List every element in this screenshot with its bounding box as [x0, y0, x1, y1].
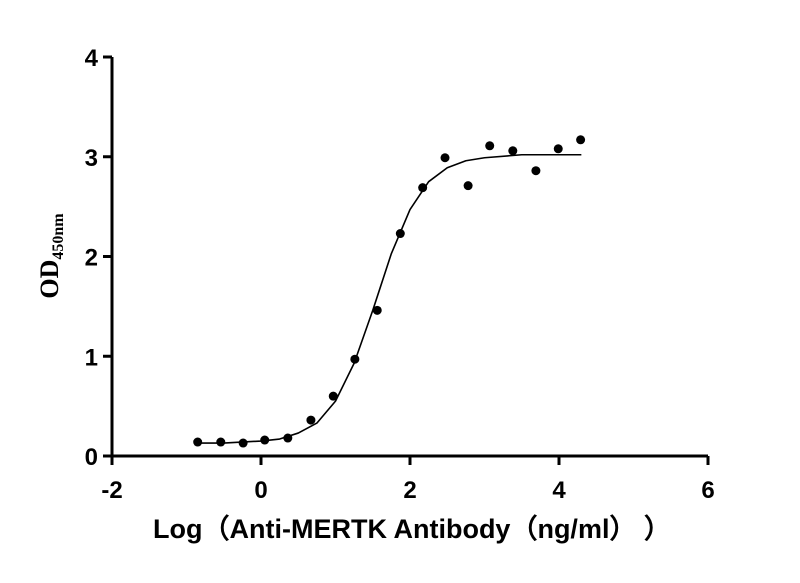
data-point [508, 146, 518, 156]
data-point [440, 153, 450, 163]
x-tick-label: 2 [403, 477, 416, 504]
x-tick-label: -2 [101, 477, 122, 504]
data-point [485, 141, 495, 151]
y-tick-label: 4 [85, 45, 99, 72]
data-point [576, 135, 586, 145]
x-tick-label: 6 [701, 477, 714, 504]
y-tick-label: 3 [85, 145, 98, 172]
y-axis-label-sub: 450nm [50, 213, 67, 260]
x-axis-label: Log（Anti-MERTK Antibody（ng/ml） ） [153, 514, 671, 544]
data-point [216, 437, 226, 447]
data-point [328, 391, 338, 401]
y-axis-label: OD450nm [35, 213, 67, 299]
x-tick-label: 4 [552, 477, 566, 504]
data-point [418, 183, 428, 193]
data-point [553, 144, 563, 154]
data-point [372, 305, 382, 315]
fit-curve [197, 153, 582, 444]
data-point [531, 166, 541, 176]
x-tick-label: 0 [254, 477, 267, 504]
data-point [193, 437, 203, 447]
y-tick-label: 1 [85, 344, 98, 371]
y-tick-label: 0 [85, 444, 98, 471]
y-tick-label: 2 [85, 245, 98, 272]
data-point [463, 181, 473, 191]
data-point [238, 438, 248, 448]
data-point [306, 415, 316, 425]
y-axis-label-main: OD [35, 260, 64, 299]
